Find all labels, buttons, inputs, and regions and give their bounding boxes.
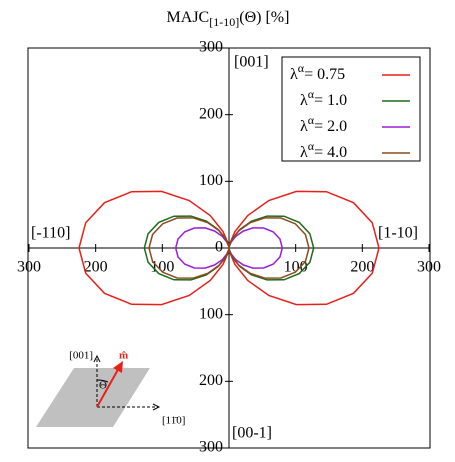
inset-arrowhead bbox=[113, 361, 123, 373]
r-tick-label: 100 bbox=[150, 259, 174, 276]
legend-name: 4.0 bbox=[327, 144, 347, 161]
title-suffix: (Θ) [%] bbox=[239, 9, 289, 26]
legend-symbol: λ bbox=[300, 118, 308, 135]
r-tick-label: 300 bbox=[417, 259, 441, 276]
r-tick-label: 0 bbox=[215, 239, 223, 256]
legend-symbol: λ bbox=[300, 144, 308, 161]
title-subscript: [1-10] bbox=[209, 15, 239, 29]
legend-label: λα= 4.0 bbox=[300, 139, 347, 161]
inset-vector bbox=[96, 365, 121, 408]
r-tick-label: 200 bbox=[350, 259, 374, 276]
legend-sep: = bbox=[314, 92, 327, 109]
r-tick-label: 300 bbox=[199, 39, 223, 56]
r-tick-label: 200 bbox=[199, 372, 223, 389]
polar-curve bbox=[148, 217, 310, 279]
inset-diagram: [001] [11̄0] m̂ Θ bbox=[36, 350, 185, 427]
inset-arrowhead bbox=[93, 354, 101, 363]
legend-label: λα= 0.75 bbox=[290, 61, 345, 83]
direction-label: [001] bbox=[234, 54, 269, 71]
legend-name: 2.0 bbox=[327, 118, 347, 135]
legend-symbol: λ bbox=[290, 66, 298, 83]
direction-label: [00-1] bbox=[232, 425, 272, 442]
inset-label: Θ bbox=[99, 380, 107, 392]
r-tick-label: 100 bbox=[199, 305, 223, 322]
legend-symbol: λ bbox=[300, 92, 308, 109]
inset-arrowhead bbox=[152, 403, 161, 411]
r-tick-label: 300 bbox=[199, 439, 223, 456]
legend-sep: = bbox=[314, 144, 327, 161]
direction-label: [-110] bbox=[31, 225, 70, 242]
legend-label: λα= 1.0 bbox=[300, 87, 347, 109]
r-tick-label: 300 bbox=[17, 259, 41, 276]
plot-area: 0 100 100 100 100 200 200 200 200 300 300 300 300 bbox=[17, 39, 441, 456]
title-main: MAJC bbox=[167, 9, 210, 26]
r-tick-label: 200 bbox=[84, 259, 108, 276]
legend-sup: α bbox=[308, 113, 315, 127]
legend-sup: α bbox=[298, 61, 305, 75]
direction-label: [1-10] bbox=[378, 225, 418, 242]
chart-title: MAJC[1-10](Θ) [%] bbox=[167, 9, 290, 29]
legend-sep: = bbox=[304, 66, 317, 83]
legend-sup: α bbox=[308, 87, 315, 101]
legend-sup: α bbox=[308, 139, 315, 153]
r-tick-label: 200 bbox=[199, 105, 223, 122]
legend-name: 0.75 bbox=[317, 66, 345, 83]
inset-label: [11̄0] bbox=[162, 415, 185, 427]
inset-label: [001] bbox=[69, 350, 93, 362]
r-tick-label: 100 bbox=[199, 172, 223, 189]
legend-sep: = bbox=[314, 118, 327, 135]
legend-label: λα= 2.0 bbox=[300, 113, 347, 135]
inset-label: m̂ bbox=[119, 350, 128, 362]
r-tick-label: 100 bbox=[284, 259, 308, 276]
legend-name: 1.0 bbox=[327, 92, 347, 109]
inset-plane bbox=[36, 368, 150, 427]
inset-arc bbox=[96, 379, 109, 383]
